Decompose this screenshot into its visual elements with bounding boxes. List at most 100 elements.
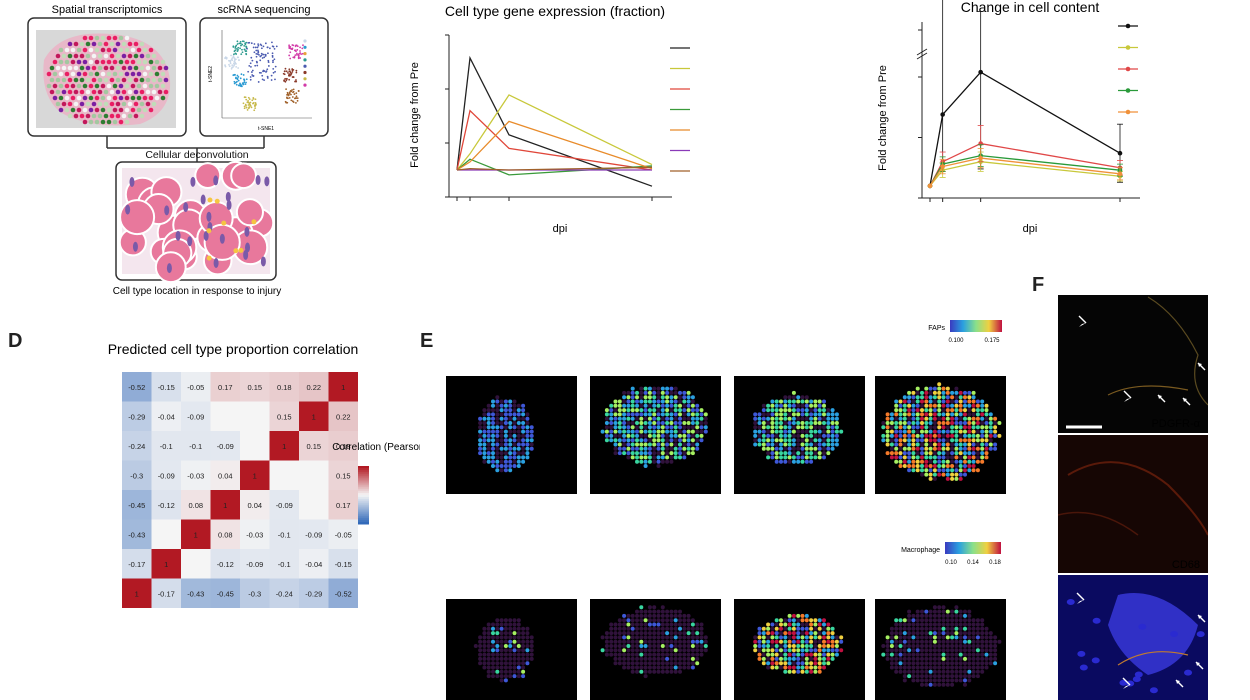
spot [822,644,826,648]
spot [52,83,58,89]
spot [495,455,500,460]
spot [950,472,955,477]
spot [512,408,517,413]
spot [958,455,963,460]
spot [975,442,980,447]
spot [770,416,775,421]
spot [941,429,946,434]
spot [673,665,678,670]
spot [145,101,151,107]
spot [639,656,644,661]
spot [932,399,937,404]
spot [804,403,809,408]
spot [512,661,517,666]
spot [647,631,652,636]
tsne-point [230,67,233,70]
spot [613,403,618,408]
spot [911,674,916,679]
spot [941,622,946,627]
spot [482,639,487,644]
spot [779,459,783,464]
spot [950,403,955,408]
cell-value: -0.43 [187,589,204,598]
spot [58,47,64,53]
spot [971,622,976,627]
spot [796,403,801,408]
spot [967,639,972,644]
spot [766,442,771,447]
spot [958,644,963,648]
spot [911,438,916,443]
spot [907,395,912,400]
spot [690,648,695,653]
marker-cell [206,228,212,234]
spot [682,451,687,456]
spot [499,403,504,408]
spot [971,464,976,468]
spot [834,644,839,648]
tsne-point [253,43,256,45]
spot [699,635,704,640]
spot [822,433,826,438]
spot [937,631,942,636]
tsne-point [292,68,295,71]
spot [963,644,967,648]
spot [617,421,622,425]
spot [82,47,88,53]
spot [669,446,674,451]
spot [783,408,788,413]
spot [639,609,644,614]
spot [954,421,959,425]
spot [796,665,801,670]
spot [151,65,157,71]
spot [813,446,818,451]
spot [889,656,894,661]
muscle-fiber [119,199,156,236]
panel-letter-f: F [1032,274,1045,296]
spot [61,77,67,83]
spot [508,408,513,413]
spot [932,656,937,661]
spot [529,442,534,447]
spot [783,618,788,623]
spot [106,119,112,125]
spot [678,613,682,618]
spot [885,648,890,653]
nucleus [219,233,225,244]
spot [478,442,483,447]
spot [830,631,835,636]
spatial-transcriptomics-image [36,30,176,128]
spot [652,433,657,438]
spot [980,648,985,653]
spot [516,464,521,468]
spot [920,644,924,648]
spot [928,665,933,670]
spot [898,408,903,413]
spot [512,421,517,425]
spot [945,451,950,456]
spot [643,644,648,648]
spot [954,661,959,666]
spot [932,652,937,657]
spot [941,639,946,644]
heatmap-cell [181,490,211,520]
spot [817,622,822,627]
tsne-point [234,77,237,80]
spot [911,416,916,421]
spot [984,403,989,408]
spot [937,464,942,468]
spot [609,652,614,657]
spot [508,399,513,404]
spot [993,429,998,434]
spot [911,665,916,670]
spot [945,429,950,434]
spot [115,101,121,107]
spot [669,609,674,614]
spot [809,661,814,666]
spot [617,652,622,657]
spot [800,652,805,657]
spot [813,433,818,438]
fap-scale-tick-1: 0.175 [984,338,1000,344]
spot [804,631,809,636]
spot [920,442,924,447]
